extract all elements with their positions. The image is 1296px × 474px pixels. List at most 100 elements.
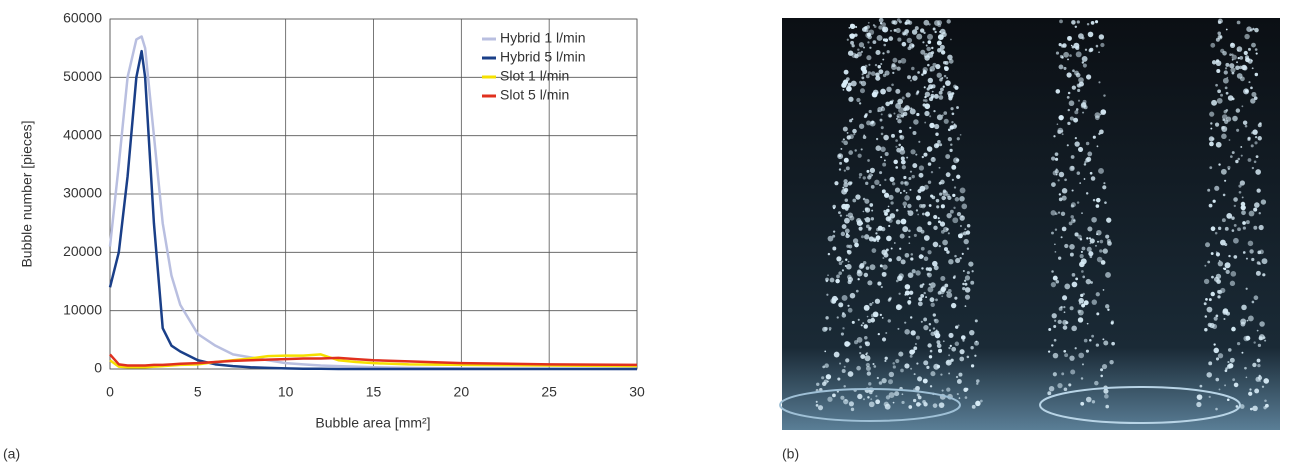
bubble <box>927 33 934 40</box>
bubble <box>927 162 932 166</box>
bubble <box>1255 169 1262 175</box>
bubble <box>1077 234 1082 240</box>
bubble <box>867 71 872 75</box>
bubble <box>846 250 850 253</box>
bubble <box>860 235 864 239</box>
bubble <box>894 187 901 193</box>
bubble <box>946 291 949 294</box>
bubble <box>882 26 889 33</box>
bubble <box>1098 167 1104 174</box>
bubble <box>924 103 931 110</box>
bubble <box>939 30 942 33</box>
bubble <box>831 299 837 304</box>
bubble <box>1236 20 1241 25</box>
bubble <box>1224 384 1227 387</box>
bubble <box>888 36 894 41</box>
bubble <box>1262 273 1266 277</box>
bubble <box>912 398 917 403</box>
bubble <box>1071 325 1077 332</box>
bubble <box>1082 63 1087 68</box>
bubble <box>1089 171 1093 175</box>
bubble <box>910 330 916 336</box>
bubble <box>1066 95 1070 99</box>
bubble <box>929 385 933 388</box>
bubble <box>858 123 865 129</box>
bubble <box>940 373 943 376</box>
bubble <box>878 69 884 75</box>
bubble <box>909 79 913 82</box>
bubble <box>907 75 912 80</box>
bubble <box>892 401 895 404</box>
bubble <box>901 400 905 405</box>
bubble <box>1092 198 1096 202</box>
bubble <box>935 132 939 136</box>
bubble <box>959 134 962 136</box>
bubble <box>860 324 863 327</box>
bubble <box>1063 311 1066 314</box>
bubble <box>858 176 861 179</box>
bubble <box>948 332 954 338</box>
bubble <box>1061 188 1068 194</box>
bubble <box>841 260 844 263</box>
bubble <box>904 321 907 324</box>
x-tick-label: 15 <box>366 384 382 400</box>
bubble <box>1081 212 1083 214</box>
bubble <box>1213 347 1219 354</box>
bubble <box>913 119 919 125</box>
bubble <box>1078 297 1084 304</box>
bubble <box>1103 388 1109 394</box>
bubble <box>1230 67 1236 73</box>
bubble <box>1055 51 1060 55</box>
bubble <box>955 325 959 329</box>
bubble <box>1250 86 1253 90</box>
bubble <box>840 231 846 237</box>
bubble <box>876 376 879 380</box>
y-tick-label: 50000 <box>63 68 102 84</box>
bubble <box>1240 154 1243 157</box>
bubble <box>909 316 913 319</box>
bubble <box>948 259 954 265</box>
bubble <box>1251 42 1256 48</box>
bubble <box>916 226 923 233</box>
bubble <box>936 114 943 121</box>
bubble <box>1215 314 1219 318</box>
bubble <box>1203 302 1207 306</box>
bubble <box>964 287 971 293</box>
bubble <box>1204 264 1207 267</box>
bubble <box>1071 189 1074 192</box>
bubble <box>1236 61 1238 64</box>
bubble <box>1251 300 1255 304</box>
bubble <box>934 30 937 34</box>
bubble <box>917 71 920 74</box>
bubble <box>927 343 932 348</box>
bubble <box>1095 343 1100 347</box>
bubble <box>929 97 934 102</box>
bubble <box>1052 275 1058 281</box>
bubble <box>1100 109 1107 115</box>
bubble <box>880 113 883 116</box>
bubble <box>854 53 859 59</box>
bubble <box>1064 178 1067 182</box>
bubble <box>1253 341 1256 344</box>
bubble <box>900 156 905 161</box>
bubble <box>1228 254 1231 258</box>
legend-label: Hybrid 1 l/min <box>500 30 586 46</box>
bubble <box>872 311 879 318</box>
bubble <box>938 181 942 185</box>
bubble <box>910 257 914 261</box>
bubble <box>929 297 935 303</box>
bubble <box>1263 378 1270 384</box>
bubble <box>1069 252 1074 257</box>
bubble <box>927 221 932 226</box>
bubble <box>1209 166 1213 170</box>
bubble <box>1070 155 1075 159</box>
bubble <box>868 63 871 66</box>
bubble <box>1231 58 1234 61</box>
bubble <box>843 182 849 188</box>
bubble <box>946 77 949 79</box>
bubble <box>1079 182 1082 184</box>
bubble <box>941 49 944 52</box>
bubble <box>899 305 903 309</box>
bubble <box>1231 151 1235 155</box>
bubble <box>928 204 932 207</box>
